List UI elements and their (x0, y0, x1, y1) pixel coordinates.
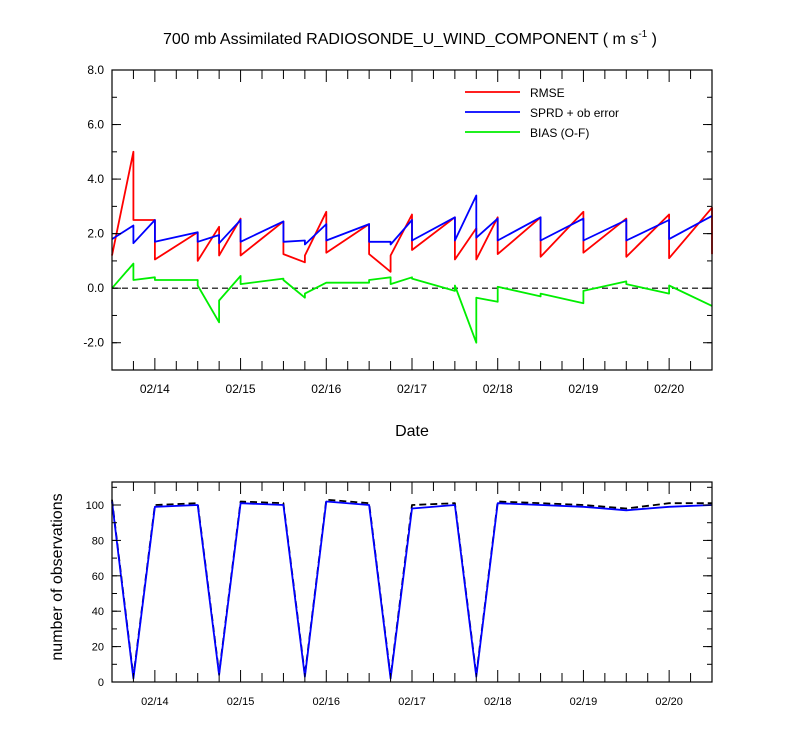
y-tick-label: 20 (92, 642, 104, 654)
x-tick-label: 02/15 (227, 696, 255, 708)
y-tick-label: 80 (92, 535, 104, 547)
legend-label: BIAS (O-F) (530, 126, 589, 140)
x-tick-label: 02/18 (484, 696, 512, 708)
legend-label: RMSE (530, 86, 565, 100)
series-0-line (111, 498, 712, 678)
x-tick-label: 02/16 (311, 382, 341, 396)
y-tick-label: 100 (86, 500, 104, 512)
x-tick-label: 02/19 (570, 696, 598, 708)
x-tick-label: 02/17 (398, 696, 426, 708)
legend-label: SPRD + ob error (530, 106, 619, 120)
x-tick-label: 02/20 (655, 696, 683, 708)
y-tick-label: 2.0 (87, 227, 104, 241)
series-1-line (111, 500, 713, 680)
top-panel: -2.0 0.0 2.0 4.0 6.0 8.0 02/14 02/15 02/16 02/17 0… (83, 63, 713, 440)
y-tick-label: 40 (92, 606, 104, 618)
title-end: ) (647, 31, 657, 48)
sprd-ob-error-line (111, 194, 713, 246)
title-superscript: -1 (638, 29, 647, 40)
legend: RMSE SPRD + ob error BIAS (O-F) (465, 86, 619, 140)
y-tick-label: 0.0 (87, 281, 104, 295)
x-tick-label: 02/14 (140, 382, 170, 396)
y-axis-title: number of observations (49, 493, 66, 660)
chart-title: 700 mb Assimilated RADIOSONDE_U_WIND_COM… (163, 29, 657, 48)
y-tick-label: 60 (92, 571, 104, 583)
x-tick-label: 02/17 (397, 382, 427, 396)
y-tick-label: -2.0 (83, 336, 104, 350)
x-tick-label: 02/18 (483, 382, 513, 396)
y-tick-label: 8.0 (87, 63, 104, 77)
rmse-line (111, 150, 713, 273)
x-axis-title: Date (395, 423, 429, 440)
x-tick-label: 02/16 (313, 696, 341, 708)
x-tick-label: 02/14 (141, 696, 169, 708)
y-tick-label: 6.0 (87, 118, 104, 132)
y-tick-label: 0 (98, 677, 104, 689)
bias-o-f-line (111, 262, 713, 344)
y-tick-label: 4.0 (87, 172, 104, 186)
x-tick-label: 02/19 (568, 382, 598, 396)
x-tick-label: 02/20 (654, 382, 684, 396)
x-tick-label: 02/15 (226, 382, 256, 396)
bottom-panel: 0 20 40 60 80 100 02/14 02/15 02/16 02/17 02/18 02/… (49, 481, 713, 708)
